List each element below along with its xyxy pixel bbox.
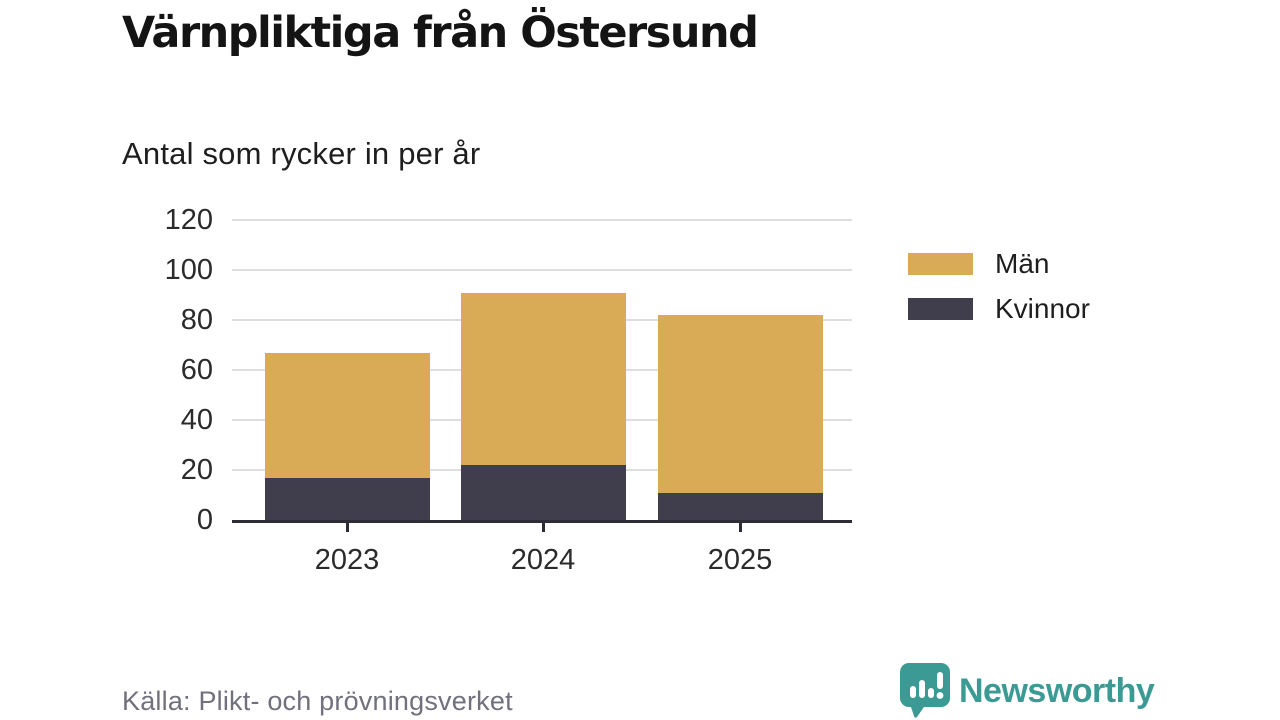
x-tick-2023	[345, 522, 349, 532]
legend-item-män: Män	[908, 248, 1090, 279]
x-axis-label-2024: 2024	[510, 544, 576, 576]
legend-label-män: Män	[995, 248, 1050, 279]
y-axis-label-80: 80	[180, 304, 213, 336]
bar-segment-män-2023	[264, 352, 430, 478]
legend-label-kvinnor: Kvinnor	[995, 293, 1090, 324]
bar-segment-kvinnor-2023	[264, 477, 430, 520]
bar-segment-kvinnor-2024	[460, 465, 626, 520]
newsworthy-brand: Newsworthy	[898, 661, 1155, 719]
bar-segment-kvinnor-2025	[657, 492, 823, 520]
bar-segment-män-2025	[657, 315, 823, 493]
legend-swatch-kvinnor	[908, 298, 973, 320]
gridline-120	[232, 219, 852, 221]
chart-legend: Män Kvinnor	[908, 248, 1090, 343]
y-axis-label-60: 60	[180, 354, 213, 386]
y-axis-label-120: 120	[164, 204, 213, 236]
x-axis-line	[232, 519, 852, 523]
x-tick-2024	[541, 522, 545, 532]
x-tick-2025	[738, 522, 742, 532]
newsworthy-logo-icon	[900, 663, 950, 718]
brand-name: Newsworthy	[959, 671, 1155, 710]
y-axis-label-0: 0	[196, 504, 213, 536]
y-axis-label-20: 20	[180, 454, 213, 486]
x-axis-label-2023: 2023	[314, 544, 380, 576]
y-axis-label-100: 100	[164, 254, 213, 286]
bar-segment-män-2024	[460, 292, 626, 465]
chart-title: Värnpliktiga från Östersund	[122, 8, 759, 58]
legend-item-kvinnor: Kvinnor	[908, 293, 1090, 324]
x-axis-label-2025: 2025	[707, 544, 773, 576]
source-caption: Källa: Plikt- och prövningsverket	[122, 686, 513, 716]
chart-subtitle: Antal som rycker in per år	[122, 136, 481, 171]
y-axis-label-40: 40	[180, 404, 213, 436]
gridline-100	[232, 269, 852, 271]
legend-swatch-män	[908, 253, 973, 275]
